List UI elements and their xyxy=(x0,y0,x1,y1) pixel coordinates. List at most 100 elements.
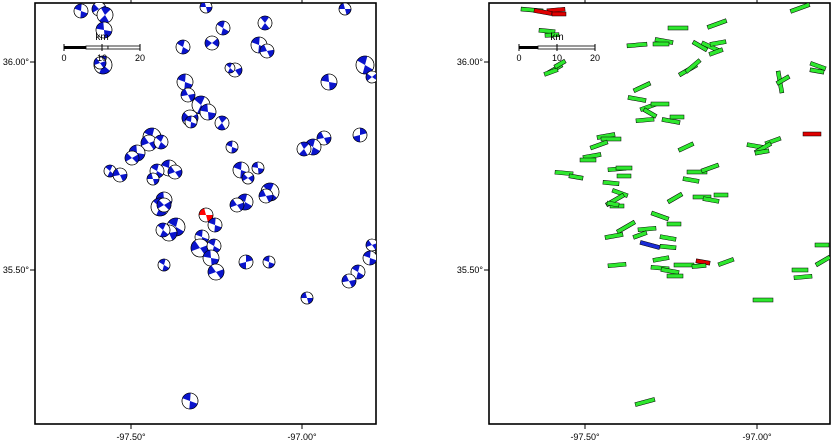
right-axis-ticks xyxy=(484,0,758,429)
scalebar-segment xyxy=(537,45,558,50)
stress-bar xyxy=(717,257,735,267)
focal-mechanism xyxy=(202,249,220,267)
stress-bar xyxy=(752,297,774,303)
stress-bar xyxy=(709,39,727,47)
stress-bar xyxy=(538,28,556,34)
focal-mechanism xyxy=(258,188,274,204)
focal-mechanism xyxy=(206,238,222,254)
stress-bar xyxy=(754,148,770,156)
focal-mechanism xyxy=(215,20,231,36)
x-tick-label: -97.50° xyxy=(116,432,146,441)
stress-bar xyxy=(544,32,560,38)
focal-mechanism xyxy=(146,172,160,186)
stress-bar xyxy=(568,173,584,181)
stress-bar xyxy=(650,210,670,222)
left-map-panel: km 0 10 20 -97.50° -97.00° 36.00° 35.50° xyxy=(3,0,377,442)
focal-mechanism xyxy=(73,3,89,19)
stress-bar xyxy=(602,180,620,186)
left-scalebar: km 0 10 20 xyxy=(61,32,145,63)
stress-bar xyxy=(809,67,825,75)
stress-bar xyxy=(543,67,559,77)
stress-bar xyxy=(775,74,791,86)
stress-bar xyxy=(616,173,632,179)
stress-bar xyxy=(634,397,656,407)
stress-bar xyxy=(579,157,597,163)
stress-bar xyxy=(691,263,707,269)
focal-mechanism xyxy=(262,255,276,269)
focal-mechanism xyxy=(207,217,223,233)
focal-mechanism-layer xyxy=(73,3,376,410)
focal-mechanism xyxy=(251,161,265,175)
stress-bar xyxy=(626,41,648,49)
stress-bar xyxy=(677,141,695,153)
focal-mechanism xyxy=(225,140,239,154)
stress-bar xyxy=(692,194,712,200)
focal-mechanism xyxy=(204,35,220,51)
focal-mechanism xyxy=(355,55,375,75)
focal-mechanism xyxy=(167,164,183,180)
stress-bar xyxy=(635,116,655,124)
focal-mechanism xyxy=(207,263,225,281)
x-tick-label: -97.50° xyxy=(570,432,600,441)
stress-bar xyxy=(666,221,682,227)
scalebar-tick-label: 20 xyxy=(135,53,145,63)
scalebar-segment xyxy=(519,46,538,49)
focal-mechanism xyxy=(180,87,196,103)
stress-bar xyxy=(632,230,648,240)
focal-mechanism xyxy=(296,141,312,157)
stress-bar xyxy=(607,261,627,269)
focal-mechanism xyxy=(199,3,213,14)
left-axis-ticks xyxy=(30,0,303,429)
stress-bar xyxy=(667,25,689,31)
focal-mechanism xyxy=(338,3,352,16)
focal-mechanism xyxy=(199,103,217,121)
scalebar-tick-label: 10 xyxy=(97,53,107,63)
stress-bar xyxy=(682,176,700,184)
stress-bar xyxy=(615,219,637,235)
focal-mechanism xyxy=(316,130,332,146)
stress-bar xyxy=(606,200,620,208)
stress-bar xyxy=(706,18,728,30)
y-tick-label: 35.50° xyxy=(457,265,484,275)
stress-bar xyxy=(604,232,624,240)
y-tick-label: 35.50° xyxy=(3,265,30,275)
stress-bar xyxy=(627,95,647,103)
x-tick-label: -97.00° xyxy=(287,432,317,441)
stress-bar xyxy=(700,162,720,174)
y-tick-label: 36.00° xyxy=(457,57,484,67)
stress-bar xyxy=(650,101,670,107)
focal-mechanism xyxy=(241,171,255,185)
stress-bar xyxy=(713,192,729,198)
stress-bar xyxy=(652,255,670,263)
stress-bar xyxy=(632,81,652,93)
stress-bar xyxy=(814,254,830,268)
stress-bar xyxy=(652,41,670,47)
stress-bar xyxy=(666,273,684,279)
stress-bar xyxy=(666,191,684,205)
focal-mechanism xyxy=(112,167,128,183)
stress-bar xyxy=(589,139,609,151)
focal-mechanism xyxy=(362,250,376,266)
scalebar-segment xyxy=(107,45,141,50)
focal-mechanism xyxy=(93,56,107,70)
stress-bar-layer xyxy=(520,3,830,407)
stress-bar xyxy=(789,3,811,14)
stress-bar xyxy=(642,107,658,119)
focal-mechanism xyxy=(175,39,191,55)
focal-mechanism xyxy=(350,264,366,280)
scalebar-unit-label: km xyxy=(550,32,563,43)
stress-bar xyxy=(553,58,567,70)
focal-mechanism xyxy=(238,254,254,270)
stress-bar xyxy=(814,242,830,248)
focal-mechanism xyxy=(365,70,376,84)
right-scalebar: km 0 10 20 xyxy=(516,32,600,63)
scalebar-tick-label: 20 xyxy=(590,53,600,63)
stress-bar xyxy=(673,262,695,268)
stress-bar xyxy=(793,273,813,281)
scalebar-tick-label: 0 xyxy=(61,53,66,63)
scalebar-unit-label: km xyxy=(95,32,108,43)
stress-bar xyxy=(708,47,724,57)
focal-mechanism xyxy=(341,273,357,289)
right-map-panel: km 0 10 20 -97.50° -97.00° 36.00° 35.50° xyxy=(457,0,831,442)
